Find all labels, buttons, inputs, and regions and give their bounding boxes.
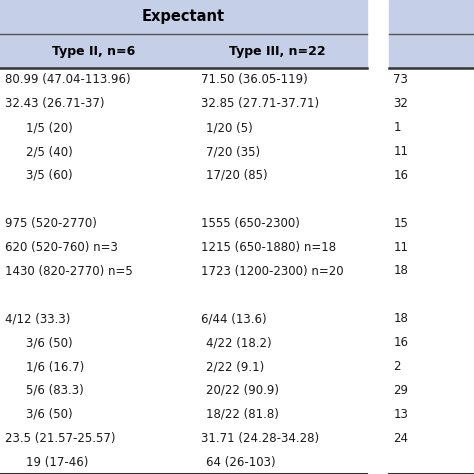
Bar xyxy=(0,355,474,378)
Bar xyxy=(0,426,474,450)
Text: 1723 (1200-2300) n=20: 1723 (1200-2300) n=20 xyxy=(201,264,344,277)
Bar xyxy=(0,164,474,187)
Bar xyxy=(0,450,474,474)
Bar xyxy=(0,68,474,92)
Text: Type II, n=6: Type II, n=6 xyxy=(52,45,135,57)
Bar xyxy=(0,92,474,116)
Text: Type III, n=22: Type III, n=22 xyxy=(229,45,326,57)
Text: 16: 16 xyxy=(393,336,409,349)
Text: 18/22 (81.8): 18/22 (81.8) xyxy=(206,408,279,421)
Text: 20/22 (90.9): 20/22 (90.9) xyxy=(206,384,279,397)
Bar xyxy=(0,140,474,164)
Text: 975 (520-2770): 975 (520-2770) xyxy=(5,217,97,230)
Bar xyxy=(0,116,474,140)
Bar xyxy=(0,235,474,259)
Text: 29: 29 xyxy=(393,384,409,397)
Text: 3/6 (50): 3/6 (50) xyxy=(26,408,73,421)
Text: 15: 15 xyxy=(393,217,408,230)
Bar xyxy=(0,331,474,355)
Text: 16: 16 xyxy=(393,169,409,182)
Bar xyxy=(0,402,474,426)
Text: 3/5 (60): 3/5 (60) xyxy=(26,169,73,182)
Text: 1/20 (5): 1/20 (5) xyxy=(206,121,253,134)
Text: 1555 (650-2300): 1555 (650-2300) xyxy=(201,217,301,230)
Text: 13: 13 xyxy=(393,408,408,421)
Bar xyxy=(389,34,474,68)
Text: 1215 (650-1880) n=18: 1215 (650-1880) n=18 xyxy=(201,241,337,254)
Bar xyxy=(0,211,474,235)
Text: 2/22 (9.1): 2/22 (9.1) xyxy=(206,360,264,373)
Text: 11: 11 xyxy=(393,241,409,254)
Text: 32: 32 xyxy=(393,97,408,110)
Text: 2/5 (40): 2/5 (40) xyxy=(26,145,73,158)
Text: 73: 73 xyxy=(393,73,408,86)
Text: 18: 18 xyxy=(393,264,408,277)
Bar xyxy=(0,378,474,402)
Text: 6/44 (13.6): 6/44 (13.6) xyxy=(201,312,267,325)
Text: 4/22 (18.2): 4/22 (18.2) xyxy=(206,336,272,349)
Text: 1/5 (20): 1/5 (20) xyxy=(26,121,73,134)
Text: 4/12 (33.3): 4/12 (33.3) xyxy=(5,312,70,325)
Text: 23.5 (21.57-25.57): 23.5 (21.57-25.57) xyxy=(5,432,115,445)
Text: Expectant: Expectant xyxy=(142,9,225,25)
Bar xyxy=(389,0,474,34)
Text: 32.85 (27.71-37.71): 32.85 (27.71-37.71) xyxy=(201,97,319,110)
Text: 3/6 (50): 3/6 (50) xyxy=(26,336,73,349)
Text: 1430 (820-2770) n=5: 1430 (820-2770) n=5 xyxy=(5,264,133,277)
Text: 71.50 (36.05-119): 71.50 (36.05-119) xyxy=(201,73,308,86)
Text: 64 (26-103): 64 (26-103) xyxy=(206,456,276,469)
Text: 18: 18 xyxy=(393,312,408,325)
Text: 5/6 (83.3): 5/6 (83.3) xyxy=(26,384,84,397)
Bar xyxy=(0,187,474,211)
Bar xyxy=(0,259,474,283)
Text: 17/20 (85): 17/20 (85) xyxy=(206,169,268,182)
Bar xyxy=(0,307,474,331)
Text: 24: 24 xyxy=(393,432,409,445)
Text: 32.43 (26.71-37): 32.43 (26.71-37) xyxy=(5,97,104,110)
Text: 19 (17-46): 19 (17-46) xyxy=(26,456,89,469)
Text: 1/6 (16.7): 1/6 (16.7) xyxy=(26,360,84,373)
Text: 2: 2 xyxy=(393,360,401,373)
Text: 31.71 (24.28-34.28): 31.71 (24.28-34.28) xyxy=(201,432,319,445)
Text: 11: 11 xyxy=(393,145,409,158)
Bar xyxy=(0,34,367,68)
Text: 80.99 (47.04-113.96): 80.99 (47.04-113.96) xyxy=(5,73,130,86)
Bar xyxy=(0,0,367,34)
Text: 7/20 (35): 7/20 (35) xyxy=(206,145,260,158)
Bar xyxy=(0,283,474,307)
Text: 1: 1 xyxy=(393,121,401,134)
Text: 620 (520-760) n=3: 620 (520-760) n=3 xyxy=(5,241,118,254)
